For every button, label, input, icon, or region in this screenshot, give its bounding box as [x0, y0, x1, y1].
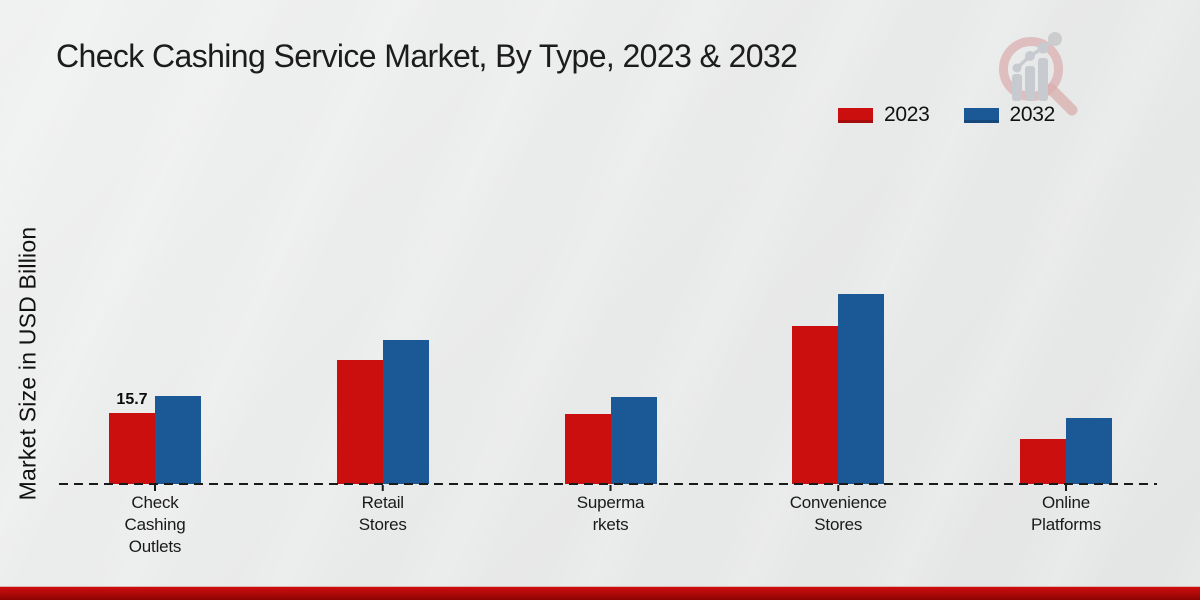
category-label-line: Convenience	[789, 493, 887, 512]
legend-item-2032: 2032	[963, 103, 1056, 127]
category-label-line: Online	[1042, 493, 1090, 512]
bar-2023-online-platforms	[1020, 438, 1066, 484]
bar-2032-supermarkets	[610, 396, 657, 484]
legend-swatch-2032	[963, 107, 999, 123]
bar-2023-check-cashing-outlets	[109, 412, 155, 484]
category-label-line: Check	[131, 493, 179, 512]
category-label-convenience-stores: Convenience Stores	[746, 492, 930, 536]
bar-2023-supermarkets	[564, 414, 611, 484]
bar-value-label: 15.7	[116, 390, 148, 408]
category-label-online-platforms: Online Platforms	[974, 492, 1158, 536]
category-label-line: Cashing	[124, 515, 186, 534]
bar-2032-online-platforms	[1066, 417, 1112, 484]
footer-accent-bar	[0, 586, 1200, 600]
bar-2032-check-cashing-outlets	[155, 395, 201, 484]
legend-item-2023: 2023	[838, 103, 930, 127]
bar-2023-retail-stores	[336, 359, 383, 484]
bar-2023-convenience-stores	[792, 325, 839, 484]
category-label-supermarkets: Superma rkets	[519, 492, 703, 536]
legend-label: 2023	[884, 103, 930, 126]
y-axis-label: Market Size in USD Billion	[14, 226, 41, 501]
legend: 2023 2032	[838, 103, 1055, 127]
category-label-line: Stores	[814, 515, 863, 534]
category-label-line: Superma	[576, 493, 645, 512]
category-label-line: Stores	[358, 515, 407, 534]
category-label-retail-stores: Retail Stores	[291, 492, 475, 536]
chart-title: Check Cashing Service Market, By Type, 2…	[56, 38, 798, 74]
bar-2032-retail-stores	[382, 339, 429, 484]
category-label-line: Outlets	[128, 537, 182, 556]
bar-2032-convenience-stores	[838, 293, 885, 484]
legend-swatch-2023	[838, 107, 873, 123]
category-label-line: Retail	[361, 493, 404, 512]
category-label-line: Platforms	[1031, 515, 1101, 534]
category-label-line: rkets	[592, 515, 629, 534]
legend-label: 2032	[1009, 103, 1056, 126]
brand-logo-watermark	[999, 32, 1078, 116]
bar-chart-growth-icon	[1012, 32, 1062, 101]
category-label-check-cashing-outlets: Check Cashing Outlets	[63, 492, 247, 558]
